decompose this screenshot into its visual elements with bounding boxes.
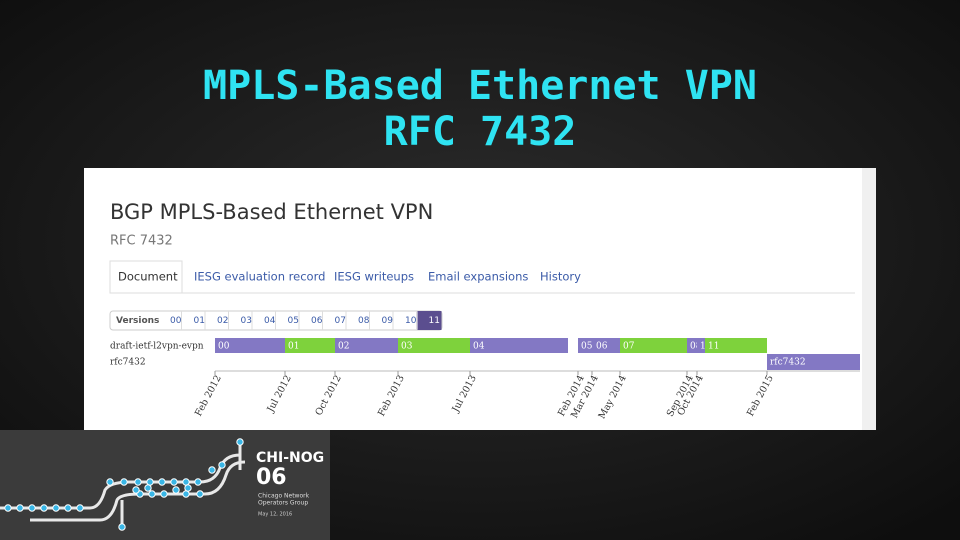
logo-station — [236, 438, 244, 446]
version[interactable]: 08 — [358, 316, 370, 326]
tab[interactable]: History — [540, 270, 581, 284]
segment-label: 01 — [288, 342, 299, 352]
version[interactable]: 02 — [217, 316, 228, 326]
logo-station — [182, 490, 190, 498]
logo-panel — [0, 430, 330, 540]
slide-title: RFC 7432 — [384, 109, 577, 155]
version[interactable]: 06 — [311, 316, 323, 326]
version[interactable]: 03 — [241, 316, 252, 326]
doc-subheading: RFC 7432 — [110, 234, 173, 249]
draft-segment[interactable] — [285, 338, 335, 353]
logo-station — [64, 504, 72, 512]
tab[interactable]: Email expansions — [428, 270, 528, 284]
draft-segment[interactable] — [593, 338, 620, 353]
logo-station — [16, 504, 24, 512]
tab[interactable]: IESG evaluation record — [194, 270, 325, 284]
segment-label: 1 — [700, 342, 706, 352]
timeline-row-label: rfc7432 — [110, 358, 146, 368]
logo-station — [40, 504, 48, 512]
timeline-row-label: draft-ietf-l2vpn-evpn — [110, 342, 204, 352]
logo-station — [218, 461, 226, 469]
doc-heading: BGP MPLS-Based Ethernet VPN — [110, 200, 433, 224]
versions-label: Versions — [116, 316, 159, 326]
draft-segment[interactable] — [470, 338, 568, 353]
slide-title: MPLS-Based Ethernet VPN — [203, 63, 757, 109]
draft-segment[interactable] — [578, 338, 593, 353]
logo-org: Chicago Network — [258, 493, 310, 500]
segment-label: 00 — [218, 342, 230, 352]
segment-label: 11 — [708, 342, 719, 352]
logo: CHI-NOG 06 Chicago Network Operators Gro… — [0, 430, 330, 540]
segment-label: 08 — [690, 342, 702, 352]
version-active — [417, 311, 442, 330]
draft-segment[interactable] — [705, 338, 767, 353]
logo-station — [182, 478, 190, 486]
logo-station — [146, 478, 154, 486]
draft-segment[interactable] — [687, 338, 697, 353]
logo-number: 06 — [256, 465, 287, 490]
active-tab — [109, 260, 183, 294]
draft-segment[interactable] — [398, 338, 470, 353]
logo-station — [118, 523, 126, 531]
draft-segment[interactable] — [697, 338, 705, 353]
version[interactable]: 10 — [405, 316, 417, 326]
logo-name: CHI-NOG — [256, 450, 324, 466]
logo-station — [184, 484, 192, 492]
segment-label: 06 — [596, 342, 608, 352]
logo-org: Operators Group — [258, 500, 308, 507]
segment-label: 07 — [623, 342, 635, 352]
draft-segment[interactable] — [620, 338, 687, 353]
logo-station — [132, 486, 140, 494]
logo-station — [196, 490, 204, 498]
logo-station — [120, 478, 128, 486]
segment-label: 04 — [473, 342, 485, 352]
logo-station — [208, 466, 216, 474]
logo-station — [4, 504, 12, 512]
tab[interactable]: Document — [118, 270, 178, 284]
logo-station — [194, 478, 202, 486]
logo-station — [170, 478, 178, 486]
version[interactable]: 07 — [335, 316, 346, 326]
draft-segment[interactable] — [215, 338, 285, 353]
version[interactable]: 05 — [288, 316, 299, 326]
segment-label: rfc7432 — [770, 358, 806, 368]
logo-station — [172, 486, 180, 494]
version[interactable]: 04 — [264, 316, 276, 326]
logo-station — [134, 478, 142, 486]
tab[interactable]: IESG writeups — [334, 270, 414, 284]
version[interactable]: 09 — [382, 316, 394, 326]
logo-station — [158, 478, 166, 486]
version[interactable]: 00 — [170, 316, 182, 326]
version[interactable]: 01 — [194, 316, 205, 326]
logo-station — [52, 504, 60, 512]
version[interactable]: 11 — [429, 316, 440, 326]
rfc-segment[interactable] — [767, 354, 860, 370]
logo-station — [76, 504, 84, 512]
segment-label: 02 — [338, 342, 349, 352]
segment-label: 03 — [401, 342, 413, 352]
logo-station — [160, 490, 168, 498]
scrollbar — [862, 168, 876, 430]
logo-station — [106, 478, 114, 486]
segment-label: 05 — [581, 342, 593, 352]
logo-station — [148, 490, 156, 498]
draft-segment[interactable] — [335, 338, 398, 353]
logo-station — [28, 504, 36, 512]
logo-station — [144, 484, 152, 492]
screenshot: BGP MPLS-Based Ethernet VPN RFC 7432 Ver… — [84, 168, 876, 430]
logo-date: May 12, 2016 — [258, 512, 292, 518]
screenshot-panel — [84, 168, 876, 430]
